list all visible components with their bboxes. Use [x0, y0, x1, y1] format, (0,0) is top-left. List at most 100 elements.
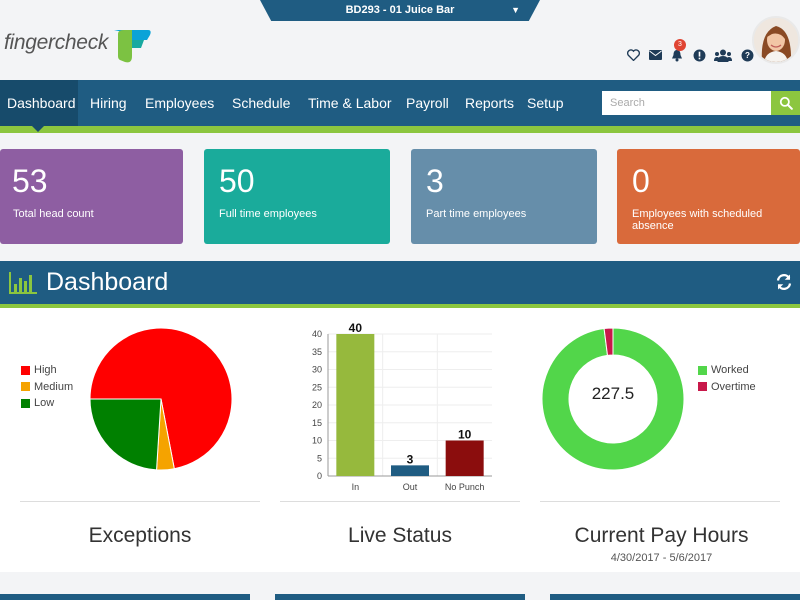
nav-item-time-labor[interactable]: Time & Labor: [308, 95, 392, 111]
x-tick-label: No Punch: [445, 482, 485, 492]
bell-icon[interactable]: 3: [670, 39, 686, 62]
dashboard-header: Dashboard: [0, 261, 800, 304]
y-tick-label: 25: [312, 382, 322, 392]
exceptions-title: Exceptions: [88, 524, 192, 547]
y-tick-label: 0: [317, 471, 322, 481]
chevron-down-icon: ▼: [511, 5, 520, 15]
divider: [20, 501, 260, 502]
y-tick-label: 15: [312, 418, 322, 428]
y-tick-label: 10: [312, 436, 322, 446]
active-nav-indicator: [32, 126, 44, 132]
envelope-icon[interactable]: [648, 48, 662, 62]
pay-hours-title: Current Pay Hours: [574, 524, 749, 547]
refresh-icon[interactable]: [775, 272, 793, 292]
legend-item-worked[interactable]: Worked: [698, 362, 756, 379]
y-tick-label: 35: [312, 347, 322, 357]
search-button[interactable]: [771, 91, 800, 115]
stat-label: Full time employees: [219, 208, 317, 220]
y-tick-label: 5: [317, 453, 322, 463]
divider: [280, 501, 520, 502]
users-icon[interactable]: [714, 48, 732, 62]
exceptions-legend: High Medium Low: [21, 362, 73, 412]
bottom-panel-header: [550, 594, 800, 600]
exceptions-pie-chart[interactable]: [88, 324, 234, 474]
pay-hours-donut-chart[interactable]: [540, 324, 686, 474]
avatar-image: [754, 18, 798, 62]
legend-item-medium[interactable]: Medium: [21, 379, 73, 396]
legend-swatch: [21, 382, 30, 392]
bar-chart-icon: [9, 272, 37, 294]
help-icon[interactable]: ?: [740, 48, 754, 62]
legend-swatch: [698, 365, 707, 375]
legend-item-overtime[interactable]: Overtime: [698, 379, 756, 396]
stat-value: 50: [219, 163, 255, 199]
bar-no-punch[interactable]: [445, 440, 484, 477]
legend-label: Medium: [34, 380, 74, 393]
search-icon: [779, 96, 793, 110]
bar-in[interactable]: [336, 334, 375, 476]
pay-hours-slice-worked[interactable]: [541, 327, 685, 471]
stat-card-full-time[interactable]: 50 Full time employees: [204, 149, 390, 244]
y-tick-label: 30: [312, 365, 322, 375]
company-selector[interactable]: BD293 - 01 Juice Bar ▼: [260, 0, 540, 21]
live-status-title: Live Status: [348, 524, 452, 547]
info-icon[interactable]: [692, 48, 706, 62]
legend-swatch: [21, 365, 30, 375]
top-header: BD293 - 01 Juice Bar ▼ fingercheck 3 ?: [0, 0, 800, 80]
exceptions-slice-low[interactable]: [89, 398, 162, 471]
bottom-panel-header: [0, 594, 250, 600]
live-status-bar-chart[interactable]: 0 5 10 15 20 25 30 35 40 40 In 3 Out 10 No Punch: [300, 320, 500, 498]
nav-item-hiring[interactable]: Hiring: [90, 95, 127, 111]
legend-label: Overtime: [711, 380, 756, 393]
exceptions-slice-high[interactable]: [89, 327, 233, 470]
y-tick-label: 40: [312, 329, 322, 339]
search-input[interactable]: [602, 91, 772, 115]
stat-card-part-time[interactable]: 3 Part time employees: [411, 149, 597, 244]
bottom-panel-header: [275, 594, 525, 600]
pay-hours-legend: Worked Overtime: [698, 362, 756, 395]
stat-card-scheduled-absence[interactable]: 0 Employees with scheduled absence: [617, 149, 800, 244]
pay-hours-date-range: 4/30/2017 - 5/6/2017: [610, 552, 713, 564]
legend-item-low[interactable]: Low: [21, 395, 73, 412]
notification-badge: 3: [674, 39, 686, 51]
header-icons: 3 ?: [626, 39, 754, 65]
nav-item-payroll[interactable]: Payroll: [406, 95, 449, 111]
legend-label: Low: [34, 397, 55, 410]
y-tick-label: 20: [312, 400, 322, 410]
stat-label: Part time employees: [426, 208, 527, 220]
heart-icon[interactable]: [626, 48, 640, 62]
dashboard-title: Dashboard: [46, 268, 169, 296]
stat-card-head-count[interactable]: 53 Total head count: [0, 149, 183, 244]
dashboard-accent-bar: [0, 304, 800, 308]
company-selector-label: BD293 - 01 Juice Bar: [345, 4, 455, 16]
bar-value-label: 40: [349, 321, 363, 335]
legend-swatch: [698, 382, 707, 392]
svg-text:?: ?: [745, 51, 750, 60]
logo-wordmark: fingercheck: [4, 31, 109, 54]
x-tick-label: Out: [403, 482, 418, 492]
stat-value: 53: [12, 163, 48, 199]
logo-mark-icon: [114, 30, 151, 63]
bar-value-label: 10: [458, 428, 472, 442]
stat-value: 3: [426, 163, 444, 199]
pay-hours-total: 227.5: [591, 384, 635, 403]
stat-label: Total head count: [13, 208, 94, 220]
stat-value: 0: [632, 163, 650, 199]
nav-item-dashboard[interactable]: Dashboard: [0, 80, 78, 126]
nav-item-setup[interactable]: Setup: [527, 95, 564, 111]
divider: [540, 501, 780, 502]
user-avatar[interactable]: [752, 16, 800, 64]
nav-item-reports[interactable]: Reports: [465, 95, 515, 111]
nav-item-schedule[interactable]: Schedule: [232, 95, 291, 111]
nav-accent-bar: [0, 126, 800, 133]
legend-swatch: [21, 398, 30, 408]
bar-out[interactable]: [391, 465, 429, 476]
nav-item-employees[interactable]: Employees: [145, 95, 215, 111]
legend-label: Worked: [711, 364, 749, 377]
legend-item-high[interactable]: High: [21, 362, 73, 379]
bar-value-label: 3: [407, 452, 414, 466]
stat-label: Employees with scheduled absence: [632, 208, 763, 232]
legend-label: High: [34, 364, 57, 377]
pay-hours-slice-overtime[interactable]: [603, 327, 614, 356]
x-tick-label: In: [352, 482, 360, 492]
